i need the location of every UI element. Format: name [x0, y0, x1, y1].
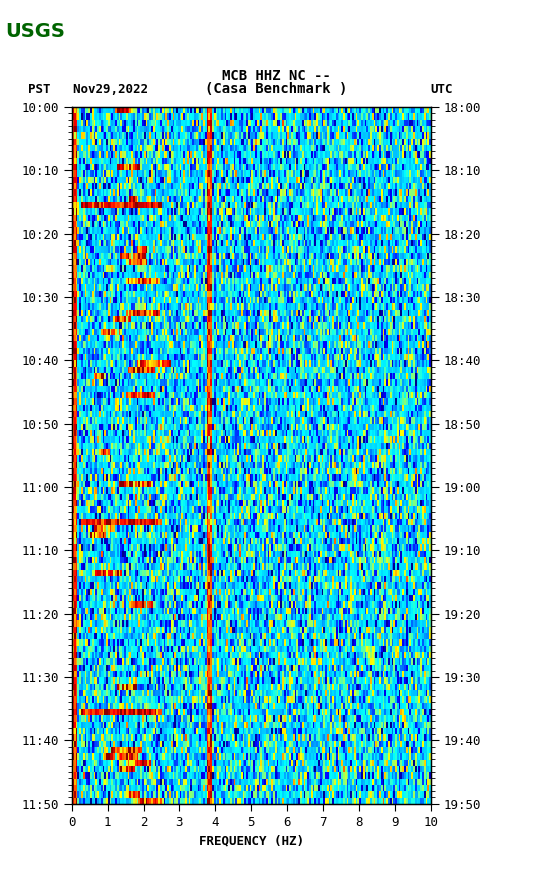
Text: PST   Nov29,2022: PST Nov29,2022	[28, 83, 147, 96]
Text: (Casa Benchmark ): (Casa Benchmark )	[205, 82, 347, 96]
Text: UTC: UTC	[431, 83, 453, 96]
Text: MCB HHZ NC --: MCB HHZ NC --	[221, 69, 331, 83]
Text: USGS: USGS	[6, 22, 65, 41]
X-axis label: FREQUENCY (HZ): FREQUENCY (HZ)	[199, 834, 304, 847]
